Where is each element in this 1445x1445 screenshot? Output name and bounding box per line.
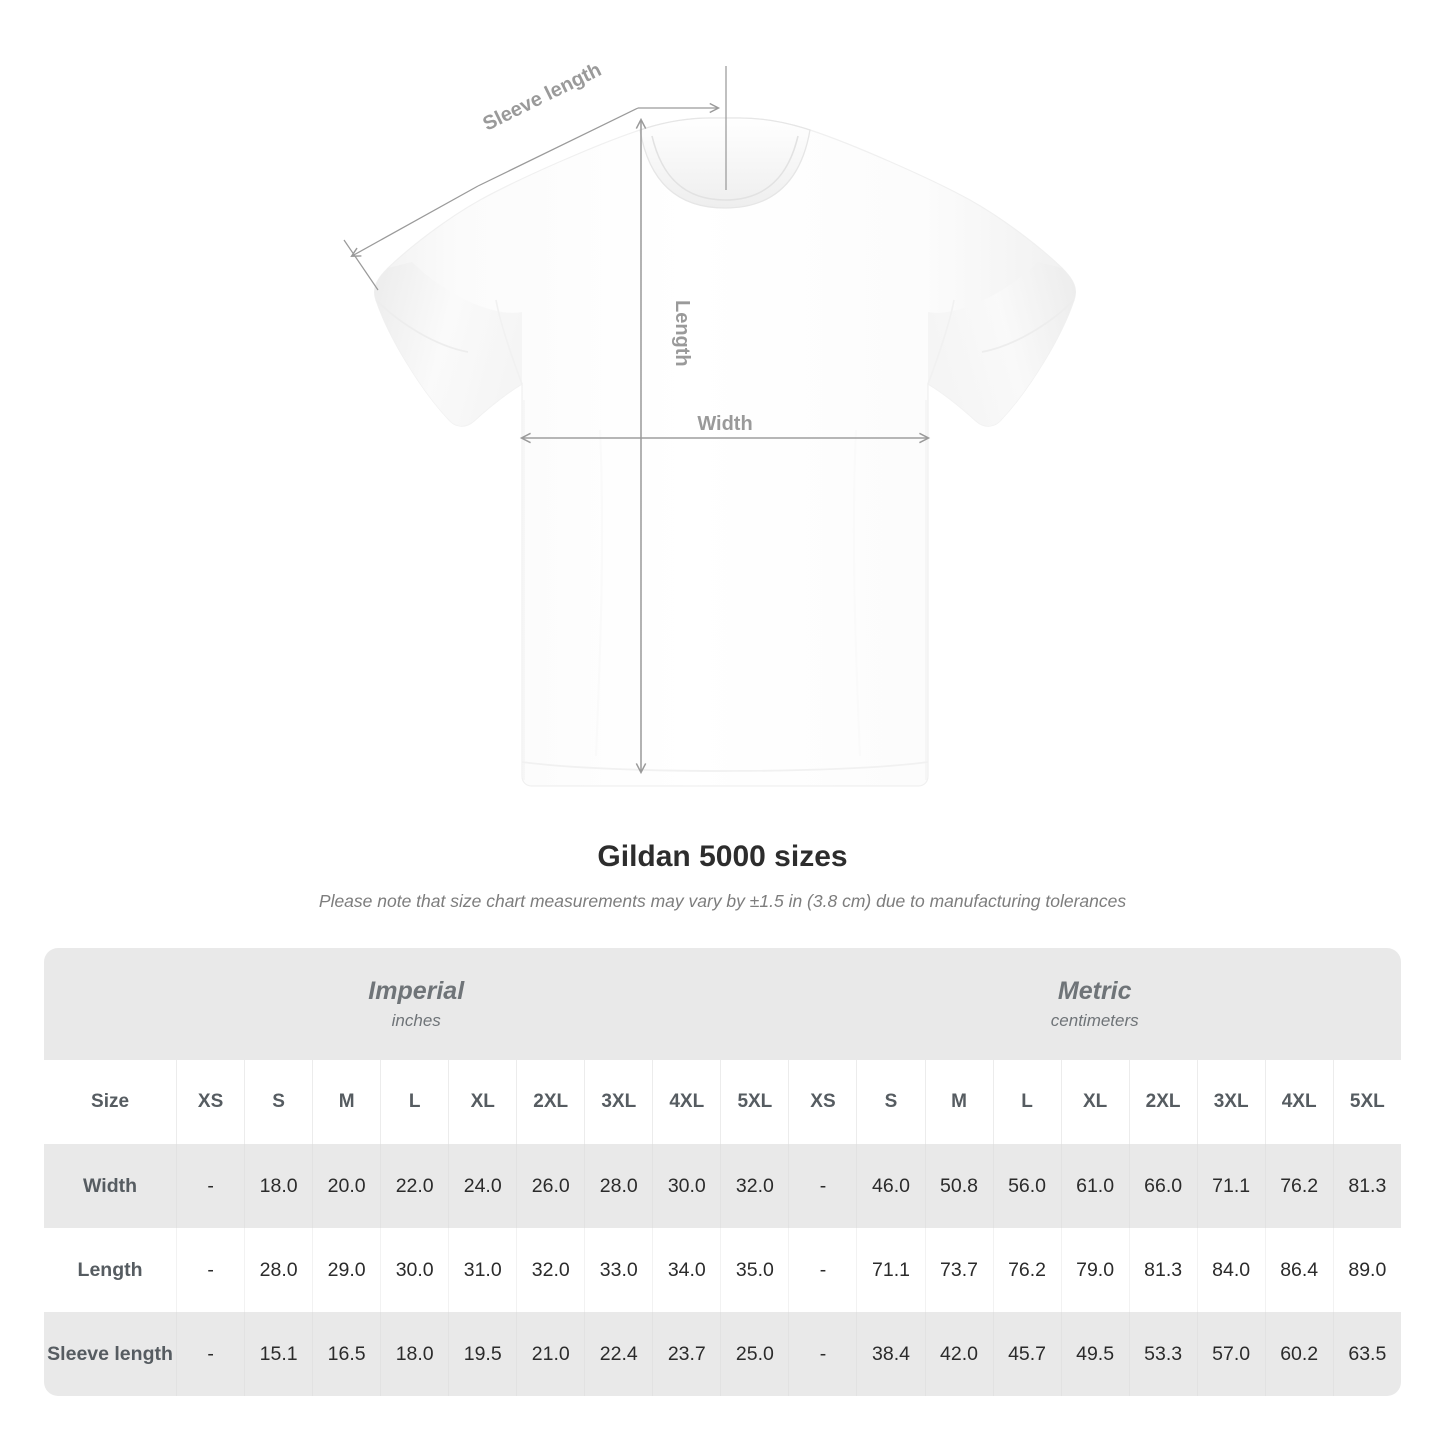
row-label-width: Width — [44, 1144, 177, 1228]
width-label: Width — [697, 413, 752, 435]
size-header-metric-3xl: 3XL — [1196, 1060, 1265, 1144]
cell-length-imperial-l: 30.0 — [380, 1228, 449, 1312]
cell-sleeve-metric-2xl: 53.3 — [1128, 1312, 1197, 1396]
cell-sleeve-imperial-3xl: 22.4 — [584, 1312, 653, 1396]
size-chart-table-wrapper: Imperial inches Metric centimeters Size … — [44, 948, 1401, 1396]
cell-sleeve-metric-xs: - — [788, 1312, 857, 1396]
cell-width-metric-m: 50.8 — [924, 1144, 993, 1228]
sleeve-length-label: Sleeve length — [479, 59, 604, 136]
row-label-sleeve-length: Sleeve length — [44, 1312, 177, 1396]
cell-width-imperial-2xl: 26.0 — [516, 1144, 585, 1228]
size-header-imperial-xs: XS — [176, 1060, 245, 1144]
cell-length-imperial-xl: 31.0 — [448, 1228, 517, 1312]
size-row-header: Size — [44, 1060, 177, 1144]
cell-length-metric-s: 71.1 — [856, 1228, 925, 1312]
cell-sleeve-imperial-4xl: 23.7 — [652, 1312, 721, 1396]
table-row: Length - 28.0 29.0 30.0 31.0 32.0 33.0 3… — [44, 1228, 1401, 1312]
size-header-metric-xs: XS — [788, 1060, 857, 1144]
cell-sleeve-imperial-s: 15.1 — [244, 1312, 313, 1396]
cell-length-metric-3xl: 84.0 — [1196, 1228, 1265, 1312]
imperial-unit-name: Imperial — [368, 976, 465, 1005]
size-header-imperial-l: L — [380, 1060, 449, 1144]
cell-sleeve-imperial-l: 18.0 — [380, 1312, 449, 1396]
cell-length-metric-l: 76.2 — [992, 1228, 1061, 1312]
row-label-length: Length — [44, 1228, 177, 1312]
imperial-unit-sub: inches — [391, 1010, 441, 1030]
size-header-imperial-2xl: 2XL — [516, 1060, 585, 1144]
cell-width-metric-2xl: 66.0 — [1128, 1144, 1197, 1228]
cell-length-metric-2xl: 81.3 — [1128, 1228, 1197, 1312]
cell-sleeve-metric-3xl: 57.0 — [1196, 1312, 1265, 1396]
cell-length-imperial-xs: - — [176, 1228, 245, 1312]
cell-width-metric-xl: 61.0 — [1060, 1144, 1129, 1228]
cell-sleeve-metric-l: 45.7 — [992, 1312, 1061, 1396]
cell-width-metric-xs: - — [788, 1144, 857, 1228]
imperial-unit-cell: Imperial inches — [44, 948, 789, 1060]
cell-width-imperial-s: 18.0 — [244, 1144, 313, 1228]
cell-length-imperial-m: 29.0 — [312, 1228, 381, 1312]
length-label: Length — [671, 300, 693, 367]
page-title: Gildan 5000 sizes — [597, 840, 848, 873]
cell-length-imperial-5xl: 35.0 — [720, 1228, 789, 1312]
cell-sleeve-imperial-5xl: 25.0 — [720, 1312, 789, 1396]
cell-sleeve-metric-m: 42.0 — [924, 1312, 993, 1396]
cell-sleeve-metric-xl: 49.5 — [1060, 1312, 1129, 1396]
cell-sleeve-metric-s: 38.4 — [856, 1312, 925, 1396]
cell-sleeve-imperial-m: 16.5 — [312, 1312, 381, 1396]
chart-header: Gildan 5000 sizes Please note that size … — [0, 838, 1445, 912]
size-header-metric-xl: XL — [1060, 1060, 1129, 1144]
cell-width-imperial-4xl: 30.0 — [652, 1144, 721, 1228]
cell-length-metric-4xl: 86.4 — [1264, 1228, 1333, 1312]
tolerance-note: Please note that size chart measurements… — [318, 891, 1127, 911]
metric-unit-name: Metric — [1057, 976, 1132, 1005]
cell-length-imperial-4xl: 34.0 — [652, 1228, 721, 1312]
cell-sleeve-metric-4xl: 60.2 — [1264, 1312, 1333, 1396]
cell-width-metric-4xl: 76.2 — [1264, 1144, 1333, 1228]
size-header-imperial-4xl: 4XL — [652, 1060, 721, 1144]
metric-unit-sub: centimeters — [1050, 1010, 1139, 1030]
cell-length-metric-xs: - — [788, 1228, 857, 1312]
cell-width-imperial-xl: 24.0 — [448, 1144, 517, 1228]
cell-length-imperial-2xl: 32.0 — [516, 1228, 585, 1312]
unit-banner-row: Imperial inches Metric centimeters — [44, 948, 1401, 1060]
size-header-imperial-m: M — [312, 1060, 381, 1144]
size-header-metric-s: S — [856, 1060, 925, 1144]
sleeve-length-measurement-arrow — [343, 66, 727, 291]
cell-length-imperial-3xl: 33.0 — [584, 1228, 653, 1312]
size-header-metric-l: L — [992, 1060, 1061, 1144]
cell-width-imperial-xs: - — [176, 1144, 245, 1228]
metric-unit-cell: Metric centimeters — [788, 948, 1401, 1060]
cell-width-metric-l: 56.0 — [992, 1144, 1061, 1228]
cell-length-metric-5xl: 89.0 — [1332, 1228, 1401, 1312]
cell-sleeve-imperial-2xl: 21.0 — [516, 1312, 585, 1396]
cell-width-metric-s: 46.0 — [856, 1144, 925, 1228]
cell-width-imperial-l: 22.0 — [380, 1144, 449, 1228]
cell-width-imperial-3xl: 28.0 — [584, 1144, 653, 1228]
cell-width-imperial-m: 20.0 — [312, 1144, 381, 1228]
size-chart-table: Imperial inches Metric centimeters Size … — [44, 948, 1401, 1396]
size-header-imperial-s: S — [244, 1060, 313, 1144]
cell-width-metric-3xl: 71.1 — [1196, 1144, 1265, 1228]
cell-width-metric-5xl: 81.3 — [1332, 1144, 1401, 1228]
tshirt-silhouette — [373, 117, 1077, 787]
size-header-imperial-3xl: 3XL — [584, 1060, 653, 1144]
size-header-metric-5xl: 5XL — [1332, 1060, 1401, 1144]
size-header-imperial-5xl: 5XL — [720, 1060, 789, 1144]
size-header-metric-m: M — [924, 1060, 993, 1144]
cell-length-metric-xl: 79.0 — [1060, 1228, 1129, 1312]
size-header-imperial-xl: XL — [448, 1060, 517, 1144]
cell-length-metric-m: 73.7 — [924, 1228, 993, 1312]
cell-sleeve-imperial-xl: 19.5 — [448, 1312, 517, 1396]
size-header-row: Size XS S M L XL 2XL 3XL 4XL 5XL XS S M … — [44, 1060, 1401, 1144]
cell-length-imperial-s: 28.0 — [244, 1228, 313, 1312]
cell-sleeve-metric-5xl: 63.5 — [1332, 1312, 1401, 1396]
table-row: Sleeve length - 15.1 16.5 18.0 19.5 21.0… — [44, 1312, 1401, 1396]
table-row: Width - 18.0 20.0 22.0 24.0 26.0 28.0 30… — [44, 1144, 1401, 1228]
cell-width-imperial-5xl: 32.0 — [720, 1144, 789, 1228]
size-header-metric-2xl: 2XL — [1128, 1060, 1197, 1144]
tshirt-illustration: Length Width Sleeve length — [343, 59, 1077, 787]
cell-sleeve-imperial-xs: - — [176, 1312, 245, 1396]
size-header-metric-4xl: 4XL — [1264, 1060, 1333, 1144]
